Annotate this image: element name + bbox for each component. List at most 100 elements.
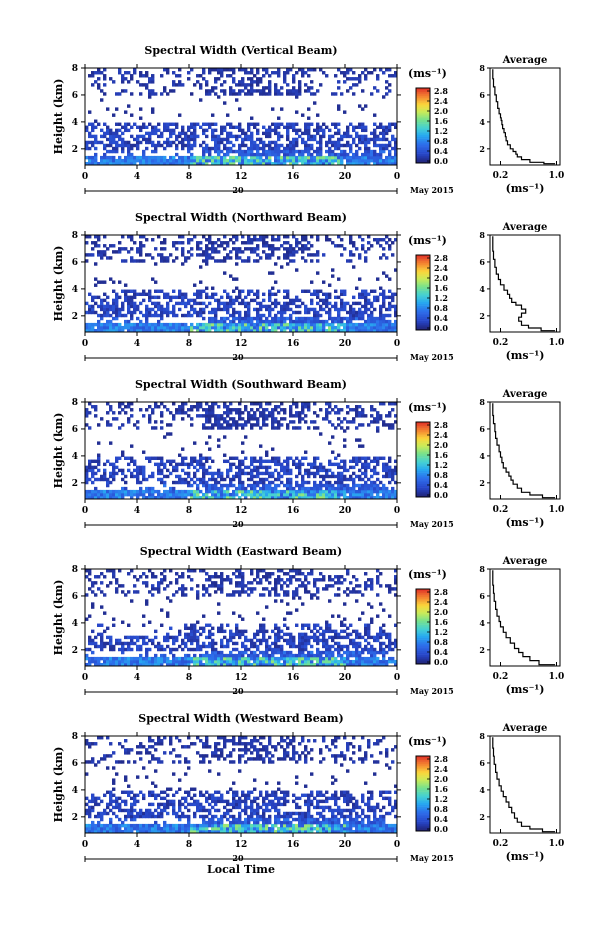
heatmap-cell	[229, 131, 233, 136]
heatmap-cell	[145, 155, 149, 160]
heatmap-cell	[187, 125, 191, 130]
heatmap-cell	[229, 304, 233, 309]
heatmap-cell	[226, 149, 230, 154]
heatmap-cell	[127, 417, 131, 421]
heatmap-cell	[382, 161, 386, 166]
heatmap-cell	[271, 250, 275, 254]
heatmap-cell	[271, 629, 275, 634]
heatmap-cell	[217, 423, 221, 427]
heatmap-cell	[385, 80, 389, 84]
heatmap-cell	[310, 495, 314, 500]
heatmap-cell	[283, 253, 287, 257]
colorbar-segment	[416, 294, 430, 297]
colorbar-segment	[416, 457, 430, 460]
heatmap-cell	[193, 155, 197, 160]
heatmap-cell	[364, 125, 368, 130]
heatmap-cell	[346, 71, 350, 75]
heatmap-cell	[301, 149, 305, 154]
heatmap-cell	[277, 116, 281, 120]
heatmap-cell	[295, 131, 299, 136]
heatmap-cell	[151, 426, 155, 430]
heatmap-cell	[151, 471, 155, 476]
avg-x-tick-label: 0.2	[493, 505, 509, 515]
heatmap-cell	[133, 489, 137, 494]
heatmap-cell	[382, 125, 386, 130]
colorbar-segment	[416, 123, 430, 126]
heatmap-cell	[250, 241, 254, 245]
heatmap-cell	[205, 480, 209, 485]
heatmap-cell	[148, 405, 152, 409]
heatmap-cell	[91, 641, 95, 646]
heatmap-cell	[316, 471, 320, 476]
heatmap-cell	[238, 325, 242, 330]
heatmap-cell	[232, 328, 236, 333]
heatmap-cell	[214, 575, 218, 579]
heatmap-cell	[298, 459, 302, 464]
colorbar-segment	[416, 266, 430, 269]
heatmap-cell	[184, 411, 188, 415]
colorbar-segment	[416, 101, 430, 104]
heatmap-cell	[199, 310, 203, 315]
heatmap-cell	[202, 662, 206, 667]
heatmap-cell	[271, 650, 275, 655]
heatmap-cell	[235, 316, 239, 321]
heatmap-cell	[103, 656, 107, 661]
heatmap-cell	[238, 250, 242, 254]
colorbar-segment	[416, 255, 430, 258]
heatmap-cell	[268, 247, 272, 251]
heatmap-cell	[340, 292, 344, 297]
heatmap-cell	[289, 313, 293, 318]
heatmap-cell	[352, 128, 356, 133]
heatmap-cell	[139, 301, 143, 306]
heatmap-cell	[346, 152, 350, 157]
heatmap-cell	[388, 301, 392, 306]
heatmap-cell	[208, 89, 212, 93]
heatmap-cell	[247, 319, 251, 324]
heatmap-cell	[181, 155, 185, 160]
heatmap-cell	[340, 477, 344, 482]
heatmap-cell	[115, 250, 119, 254]
colorbar-segment	[416, 279, 430, 282]
heatmap-cell	[106, 125, 110, 130]
heatmap-cell	[178, 307, 182, 312]
heatmap-cell	[286, 158, 290, 163]
colorbar-segment	[416, 303, 430, 306]
heatmap-cell	[85, 310, 89, 315]
heatmap-cell	[196, 295, 200, 300]
heatmap-cell	[121, 620, 125, 624]
heatmap-cell	[223, 653, 227, 658]
heatmap-cell	[100, 250, 104, 254]
heatmap-cell	[283, 656, 287, 661]
heatmap-cell	[361, 477, 365, 482]
heatmap-cell	[220, 325, 224, 330]
heatmap-cell	[103, 611, 107, 615]
heatmap-cell	[217, 161, 221, 166]
heatmap-cell	[361, 316, 365, 321]
heatmap-cell	[370, 92, 374, 96]
heatmap-cell	[325, 304, 329, 309]
heatmap-cell	[268, 86, 272, 90]
heatmap-cell	[88, 426, 92, 430]
heatmap-cell	[142, 292, 146, 297]
heatmap-cell	[169, 423, 173, 427]
heatmap-cell	[286, 489, 290, 494]
heatmap-cell	[202, 569, 206, 573]
heatmap-cell	[322, 71, 326, 75]
heatmap-cell	[190, 477, 194, 482]
heatmap-cell	[94, 322, 98, 327]
heatmap-cell	[142, 122, 146, 126]
heatmap-cell	[139, 107, 143, 111]
heatmap-cell	[100, 641, 104, 646]
heatmap-cell	[199, 161, 203, 166]
heatmap-cell	[130, 459, 134, 464]
heatmap-cell	[100, 301, 104, 306]
heatmap-cell	[331, 92, 335, 96]
heatmap-cell	[100, 572, 104, 576]
heatmap-cell	[172, 241, 176, 245]
heatmap-cell	[283, 301, 287, 306]
heatmap-cell	[352, 316, 356, 321]
heatmap-cell	[196, 405, 200, 409]
heatmap-cell	[142, 298, 146, 303]
heatmap-cell	[172, 307, 176, 312]
heatmap-cell	[364, 250, 368, 254]
